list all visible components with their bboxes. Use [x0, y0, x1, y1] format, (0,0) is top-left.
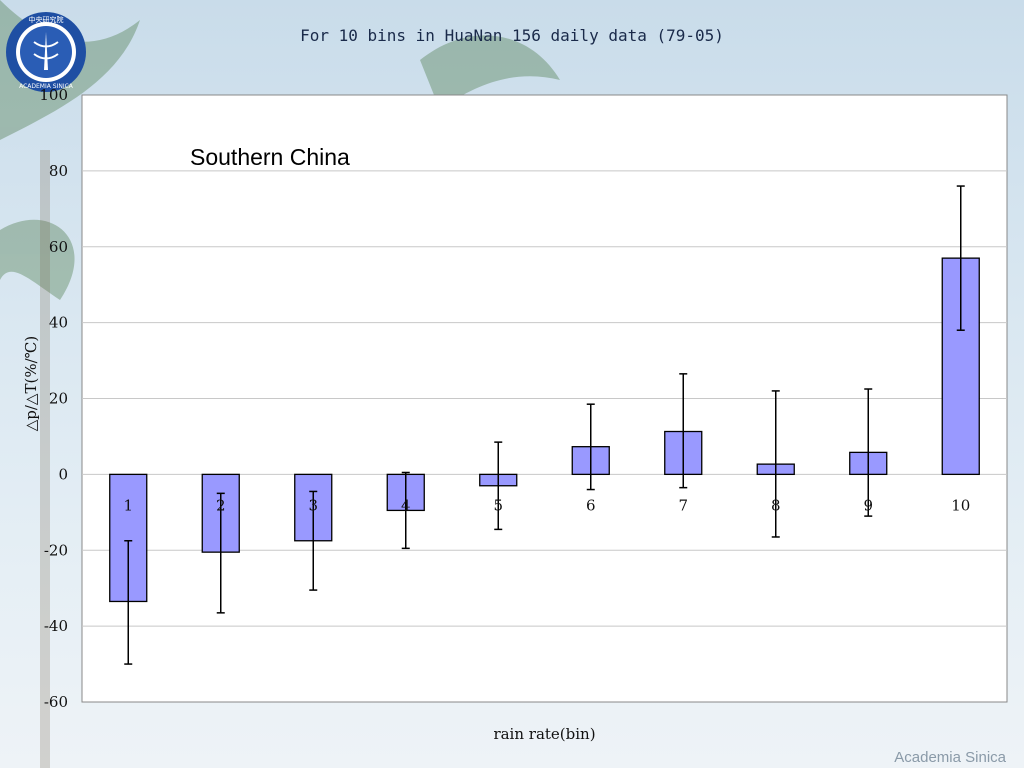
error-bar-6 [586, 403, 595, 491]
error-bar-2 [216, 492, 225, 614]
footer-brand: Academia Sinica [894, 749, 1006, 766]
y-tick-label: -40 [44, 617, 68, 635]
error-bar-4 [401, 471, 410, 550]
chart-annotation: Southern China [190, 144, 350, 170]
error-bar-7 [679, 373, 688, 489]
error-bar-9 [864, 388, 873, 517]
x-tick-label: 10 [951, 496, 970, 514]
x-axis-title: rain rate(bin) [493, 725, 595, 743]
y-tick-label: 80 [49, 162, 68, 180]
chart-title: For 10 bins in HuaNan 156 daily data (79… [300, 26, 724, 45]
y-axis-ticks: -60 -40 -20 0 20 40 60 80 100 [39, 86, 68, 711]
error-bars [124, 185, 965, 665]
academia-sinica-seal-logo: 中央研究院 ACADEMIA SINICA [6, 12, 86, 92]
y-tick-label: 0 [58, 465, 68, 483]
y-tick-label: 100 [39, 86, 68, 104]
category-labels: 1 2 3 4 5 6 7 8 9 10 [123, 496, 970, 514]
x-tick-label: 6 [586, 496, 596, 514]
y-tick-label: 60 [49, 238, 68, 256]
error-bar-5 [494, 441, 503, 531]
error-bar-8 [771, 390, 780, 538]
x-tick-label: 1 [123, 496, 133, 514]
x-tick-label: 5 [493, 496, 503, 514]
y-tick-label: -60 [44, 693, 68, 711]
x-tick-label: 4 [401, 496, 411, 514]
y-axis-title: △p/△T(%/℃) [22, 336, 40, 432]
x-tick-label: 2 [216, 496, 226, 514]
error-bar-10 [956, 185, 965, 331]
y-tick-label: 40 [49, 314, 68, 332]
x-tick-label: 7 [678, 496, 688, 514]
y-tick-label: 20 [49, 390, 68, 408]
x-tick-label: 3 [308, 496, 318, 514]
svg-text:中央研究院: 中央研究院 [29, 15, 64, 24]
y-tick-label: -20 [44, 541, 68, 559]
error-bar-1 [124, 540, 133, 665]
x-tick-label: 9 [863, 496, 873, 514]
svg-text:ACADEMIA SINICA: ACADEMIA SINICA [19, 83, 74, 90]
x-tick-label: 8 [771, 496, 781, 514]
error-bar-3 [309, 490, 318, 591]
